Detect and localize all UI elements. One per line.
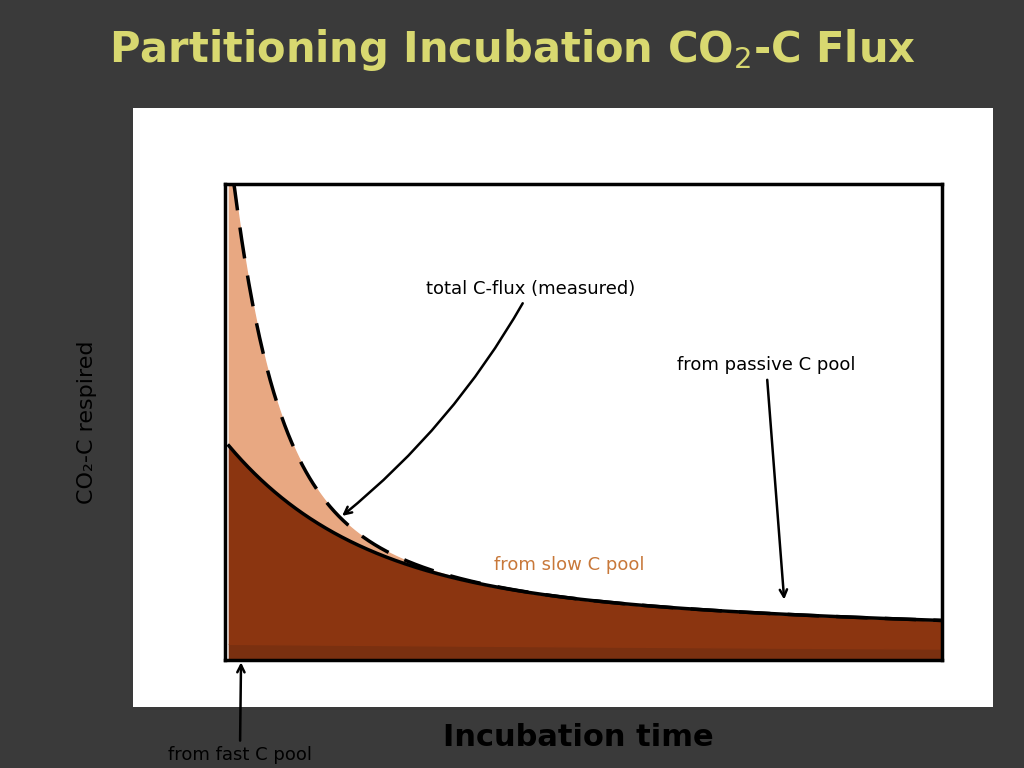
Text: from passive C pool: from passive C pool [677, 356, 855, 597]
Text: Incubation time: Incubation time [443, 723, 714, 752]
Text: from fast C pool: from fast C pool [168, 665, 312, 764]
Text: from slow C pool: from slow C pool [495, 556, 644, 574]
Text: total C-flux (measured): total C-flux (measured) [344, 280, 635, 514]
Text: Partitioning Incubation CO$_2$-C Flux: Partitioning Incubation CO$_2$-C Flux [109, 27, 915, 73]
Text: CO₂-C respired: CO₂-C respired [77, 341, 97, 504]
